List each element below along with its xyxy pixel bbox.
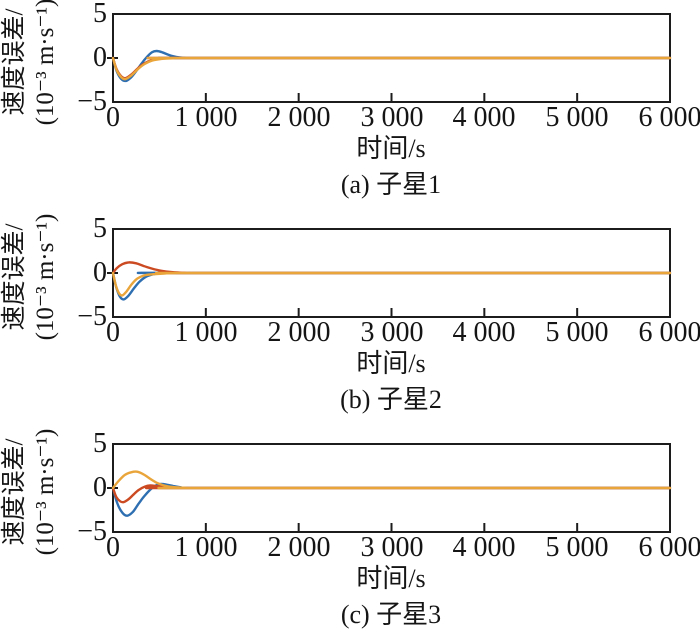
x-axis-label: 时间/s (356, 564, 426, 593)
x-tick-label: 4 000 (452, 317, 516, 348)
x-tick-label: 3 000 (360, 317, 424, 348)
plot-area (107, 13, 672, 103)
subplot-caption: (b) 子星2 (340, 385, 442, 414)
y-tick-label: −5 (77, 301, 107, 332)
x-tick-label: 0 (106, 317, 120, 348)
series-line-red (111, 56, 672, 80)
x-axis-label: 时间/s (356, 134, 426, 163)
x-tick-label: 4 000 (452, 532, 516, 563)
x-tick-label: 6 000 (638, 532, 700, 563)
plot-area (107, 228, 672, 318)
x-tick-label: 4 000 (452, 102, 516, 133)
plot-area (107, 443, 672, 533)
x-tick-label: 0 (106, 102, 120, 133)
y-tick-label: 0 (93, 472, 107, 503)
y-axis-label: 速度误差/ (10⁻³ m·s⁻¹) (0, 192, 61, 362)
y-axis-label-line1: 速度误差/ (1, 223, 28, 331)
x-tick-label: 2 000 (267, 317, 331, 348)
y-axis-label: 速度误差/ (10⁻³ m·s⁻¹) (0, 407, 61, 577)
series-line-red (111, 261, 672, 275)
x-tick-label: 1 000 (174, 102, 238, 133)
y-axis-label-line1: 速度误差/ (1, 438, 28, 546)
x-tick-label: 1 000 (174, 317, 238, 348)
series-line-orange (111, 470, 672, 490)
y-tick-label: 5 (93, 428, 107, 459)
x-tick-label: 5 000 (545, 317, 609, 348)
x-tick-label: 6 000 (638, 317, 700, 348)
x-tick-label: 0 (106, 532, 120, 563)
x-tick-label: 6 000 (638, 102, 700, 133)
x-axis-label: 时间/s (356, 349, 426, 378)
y-tick-label: 0 (93, 257, 107, 288)
subplot-caption: (c) 子星3 (340, 600, 442, 629)
y-axis-label-line1: 速度误差/ (1, 8, 28, 116)
y-axis-label: 速度误差/ (10⁻³ m·s⁻¹) (0, 0, 61, 147)
x-tick-label: 5 000 (545, 532, 609, 563)
y-tick-label: −5 (77, 86, 107, 117)
series-line-blue (111, 271, 672, 301)
x-tick-label: 3 000 (360, 532, 424, 563)
x-tick-label: 2 000 (267, 532, 331, 563)
series-line-orange (111, 271, 672, 297)
y-tick-label: −5 (77, 516, 107, 547)
x-tick-label: 1 000 (174, 532, 238, 563)
y-tick-label: 5 (93, 0, 107, 29)
y-tick-label: 0 (93, 42, 107, 73)
series-line-orange (111, 56, 672, 81)
x-tick-label: 5 000 (545, 102, 609, 133)
y-tick-label: 5 (93, 213, 107, 244)
x-tick-label: 2 000 (267, 102, 331, 133)
x-tick-label: 3 000 (360, 102, 424, 133)
subplot-caption: (a) 子星1 (340, 170, 442, 199)
series-line-blue (111, 49, 672, 83)
